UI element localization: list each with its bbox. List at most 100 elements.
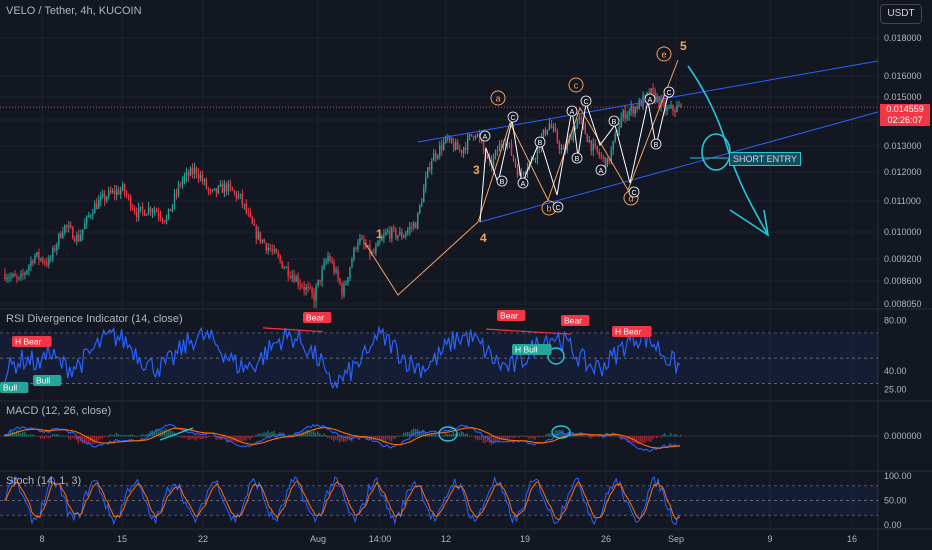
stoch-pane-title[interactable]: Stoch (14, 1, 3)	[6, 475, 82, 487]
time-tick-label: 26	[601, 534, 611, 544]
macd-histogram-bar	[636, 436, 638, 444]
candle-body	[109, 190, 112, 193]
candle-body	[532, 157, 535, 160]
candle-body	[670, 105, 672, 108]
macd-histogram-bar	[386, 436, 389, 440]
candle-body	[536, 146, 539, 159]
macd-histogram-bar	[31, 434, 34, 437]
macd-histogram-bar	[315, 432, 317, 437]
candle-body	[439, 145, 441, 156]
macd-histogram-bar	[135, 436, 138, 437]
time-axis[interactable]: 8 15 22 Aug 14:00 12 19 26 Sep 9 16	[39, 534, 857, 544]
symbol-title[interactable]: VELO / Tether, 4h, KUCOIN	[6, 5, 142, 17]
macd-histogram-bar	[39, 436, 42, 439]
macd-histogram-bar	[147, 433, 149, 437]
candle-body	[652, 88, 654, 91]
candle-body	[468, 134, 471, 137]
candle-body	[241, 193, 243, 205]
subwave-label: B	[575, 156, 580, 163]
macd-histogram-bar	[105, 435, 108, 437]
divergence-badge	[33, 375, 62, 386]
candle-body	[341, 284, 343, 296]
candle-body	[542, 129, 545, 138]
macd-histogram-bar	[404, 432, 407, 437]
wave-letter-circle	[490, 90, 506, 106]
currency-selector[interactable]: USDT	[880, 4, 922, 24]
candle-body	[24, 273, 26, 275]
macd-histogram-bar	[29, 434, 32, 437]
macd-histogram-bar	[13, 432, 16, 437]
candle-body	[175, 193, 178, 195]
subwave-circle	[566, 105, 578, 117]
candle-body	[317, 279, 319, 287]
candle-body	[119, 190, 122, 195]
macd-histogram-bar	[410, 430, 413, 437]
macd-histogram-bar	[193, 436, 195, 440]
subwave-circle	[571, 152, 583, 164]
candle-body	[80, 234, 82, 242]
macd-histogram-bar	[205, 436, 207, 439]
candle-body	[121, 184, 124, 191]
macd-histogram-bar	[21, 431, 24, 437]
candle-body	[676, 105, 678, 112]
candle-body	[441, 145, 443, 151]
candle-body	[171, 204, 174, 212]
macd-histogram-bar	[356, 436, 359, 438]
macd-histogram-bar	[61, 435, 64, 437]
candle-body	[187, 172, 190, 176]
macd-histogram-bar	[596, 436, 598, 437]
rsi-pane-title[interactable]: RSI Divergence Indicator (14, close)	[6, 313, 183, 325]
subwave-circle	[496, 175, 508, 187]
candle-body	[223, 183, 226, 193]
candle-body	[44, 262, 46, 264]
macd-histogram-bar	[592, 436, 594, 438]
macd-histogram-bar	[139, 435, 141, 437]
candle-body	[309, 287, 311, 289]
macd-histogram-bar	[580, 434, 582, 437]
macd-histogram-bar	[93, 436, 96, 444]
macd-histogram-bar	[341, 436, 343, 442]
price-axis[interactable]: 0.0180000.0160000.0150000.0140000.013000…	[884, 33, 922, 530]
price-tick-label: 0.018000	[884, 33, 922, 43]
macd-histogram-bar	[37, 436, 40, 437]
macd-histogram-bar	[293, 434, 295, 437]
time-tick-label: 15	[117, 534, 127, 544]
candle-body	[512, 155, 515, 161]
macd-histogram-bar	[502, 436, 504, 440]
macd-histogram-bar	[642, 436, 644, 443]
divergence-label: Bear	[306, 313, 324, 323]
subwave-circle	[580, 95, 592, 107]
candle-body	[299, 284, 301, 286]
macd-histogram-bar	[131, 434, 134, 437]
candle-body	[454, 141, 457, 151]
projected-arrowhead	[729, 209, 770, 237]
stoch-tick-label: 0.00	[884, 520, 902, 530]
candle-body	[279, 256, 281, 261]
macd-histogram-bar	[650, 436, 652, 442]
candle-body	[307, 286, 309, 288]
macd-histogram-bar	[329, 436, 331, 438]
candle-body	[253, 223, 255, 226]
candle-body	[323, 262, 325, 269]
candle-body	[313, 293, 315, 301]
macd-histogram-bar	[71, 436, 74, 438]
candle-body	[425, 177, 427, 189]
candle-body	[34, 255, 36, 264]
macd-pane-title[interactable]: MACD (12, 26, close)	[6, 405, 112, 417]
macd-histogram-bar	[63, 435, 66, 437]
candle-body	[263, 239, 265, 244]
macd-histogram-bar	[604, 436, 606, 438]
macd-histogram-bar	[141, 433, 143, 437]
candle-body	[135, 212, 138, 218]
candle-body	[249, 212, 251, 217]
macd-histogram-bar	[446, 434, 449, 437]
subwave-label: B	[612, 119, 617, 126]
divergence-badge	[12, 336, 52, 347]
candle-body	[486, 156, 489, 158]
wave-number-label: 4	[480, 231, 487, 245]
candle-body	[195, 167, 198, 174]
macd-histogram-bar	[213, 436, 215, 437]
candle-body	[50, 257, 52, 259]
divergence-label: H Bear	[15, 337, 42, 347]
